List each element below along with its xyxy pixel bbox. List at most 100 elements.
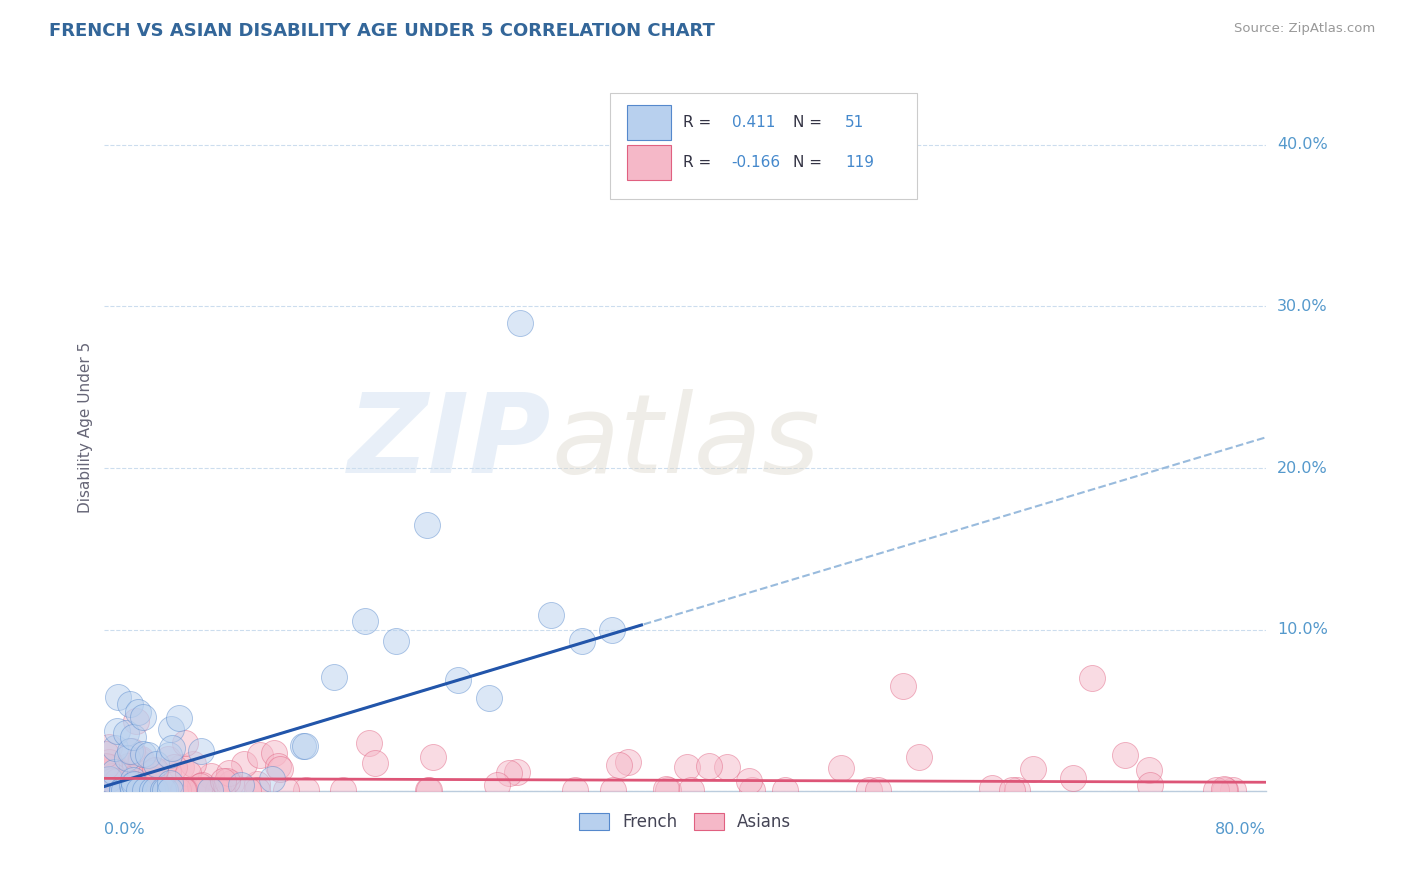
Point (177, 766, 200, 780)
Point (207, 782, 229, 797)
Point (174, 735, 197, 749)
Point (107, 724, 129, 739)
Point (125, 754, 148, 768)
Point (1222, 782, 1244, 797)
Point (98, 782, 121, 797)
Point (172, 782, 194, 797)
Point (291, 739, 314, 753)
Point (891, 679, 914, 693)
Point (188, 779, 211, 793)
Point (236, 782, 259, 797)
Point (96, 747, 118, 761)
Text: 0.411: 0.411 (731, 115, 775, 129)
Point (96, 782, 118, 797)
Point (478, 690, 501, 705)
Point (159, 775, 181, 789)
Point (322, 670, 344, 684)
Point (198, 782, 221, 797)
Point (498, 766, 520, 780)
Point (221, 775, 243, 789)
Y-axis label: Disability Age Under 5: Disability Age Under 5 (79, 342, 93, 513)
Point (353, 615, 375, 629)
Point (107, 690, 129, 705)
Point (1114, 748, 1136, 763)
Point (1213, 782, 1236, 797)
Point (359, 736, 381, 750)
Point (332, 782, 354, 797)
Point (111, 782, 134, 797)
Point (162, 741, 184, 756)
Point (122, 730, 145, 744)
Point (145, 756, 167, 771)
Point (506, 764, 529, 779)
Point (101, 769, 124, 783)
Text: 40.0%: 40.0% (1277, 137, 1327, 153)
Point (122, 773, 145, 788)
Point (172, 782, 194, 797)
Point (485, 777, 508, 791)
Point (122, 771, 145, 785)
Point (246, 782, 269, 797)
Point (152, 782, 174, 797)
Point (415, 517, 437, 532)
Point (1213, 782, 1236, 797)
Text: Source: ZipAtlas.com: Source: ZipAtlas.com (1234, 22, 1375, 36)
Text: FRENCH VS ASIAN DISABILITY AGE UNDER 5 CORRELATION CHART: FRENCH VS ASIAN DISABILITY AGE UNDER 5 C… (49, 22, 716, 40)
Point (675, 760, 697, 774)
Text: 0.0%: 0.0% (104, 822, 145, 837)
Point (602, 623, 624, 637)
Point (128, 782, 150, 797)
Point (1139, 778, 1161, 792)
Point (152, 782, 174, 797)
Text: N =: N = (793, 115, 827, 129)
Point (165, 782, 187, 797)
Point (127, 775, 149, 789)
Point (156, 751, 179, 765)
Point (422, 749, 444, 764)
Point (679, 782, 702, 797)
Point (249, 748, 271, 763)
Point (139, 772, 162, 786)
Text: 10.0%: 10.0% (1277, 623, 1327, 637)
Point (193, 782, 215, 797)
Point (121, 744, 143, 758)
Point (98, 760, 121, 774)
FancyBboxPatch shape (627, 104, 671, 140)
Point (269, 762, 291, 776)
Point (190, 743, 212, 757)
Point (127, 765, 149, 780)
Point (218, 766, 240, 780)
Point (741, 782, 763, 797)
Point (190, 782, 212, 797)
Point (166, 782, 188, 797)
Point (157, 782, 180, 797)
Point (571, 634, 593, 648)
Point (103, 760, 125, 774)
Point (101, 774, 124, 789)
Point (110, 782, 132, 797)
Point (96, 782, 118, 797)
Point (132, 747, 155, 762)
Point (830, 760, 852, 774)
Point (128, 782, 150, 797)
Point (114, 770, 136, 784)
Point (107, 764, 129, 779)
Point (159, 722, 181, 736)
Point (132, 709, 155, 723)
Point (98, 772, 121, 786)
Point (1022, 762, 1045, 776)
Point (136, 747, 159, 762)
Point (104, 741, 127, 756)
Point (384, 634, 406, 648)
Text: atlas: atlas (551, 389, 820, 496)
Text: 30.0%: 30.0% (1277, 299, 1327, 314)
Point (122, 766, 145, 780)
Point (153, 782, 176, 797)
Point (540, 607, 562, 622)
Point (209, 782, 232, 797)
Point (143, 763, 166, 777)
Point (159, 782, 181, 797)
Point (773, 782, 796, 797)
Point (211, 774, 233, 789)
Point (1005, 782, 1028, 797)
